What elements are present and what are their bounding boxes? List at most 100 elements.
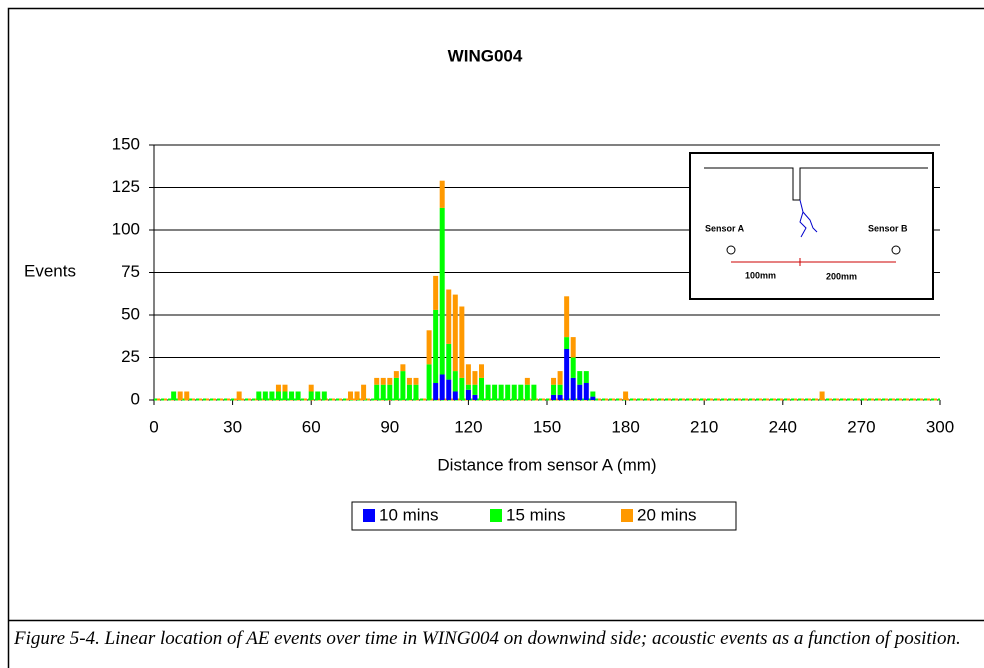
bar-segment — [393, 371, 399, 378]
inset-frame — [689, 152, 934, 300]
x-tick-label: 270 — [847, 417, 875, 436]
legend-swatch — [490, 509, 502, 522]
bar-segment — [282, 384, 288, 392]
bar-segment — [256, 391, 262, 400]
inset-label: Sensor A — [705, 223, 745, 233]
bar-segment — [465, 384, 471, 390]
bar-segment — [321, 391, 327, 400]
x-tick-label: 210 — [690, 417, 718, 436]
bar-segment — [570, 377, 576, 400]
bar-segment — [387, 377, 393, 385]
bar-segment — [439, 207, 445, 375]
legend-label: 15 mins — [506, 505, 566, 524]
x-tick-label: 90 — [380, 417, 399, 436]
bar-segment — [557, 384, 563, 395]
bar-segment — [400, 371, 406, 400]
legend-label: 10 mins — [379, 505, 439, 524]
bar-segment — [413, 377, 419, 385]
x-tick-label: 150 — [533, 417, 561, 436]
y-tick-label: 150 — [112, 134, 140, 153]
bar-segment — [308, 391, 314, 400]
bar-segment — [570, 337, 576, 358]
x-tick-label: 120 — [454, 417, 482, 436]
bar-segment — [262, 391, 268, 400]
bar-segment — [282, 391, 288, 400]
y-tick-label: 25 — [121, 347, 140, 366]
bar-segment — [511, 384, 517, 400]
bar-segment — [577, 371, 583, 385]
legend-swatch — [363, 509, 375, 522]
sensor-a-marker — [726, 245, 736, 255]
inset-crack — [799, 199, 818, 238]
bar-segment — [492, 384, 498, 400]
bar-segment — [583, 371, 589, 383]
bar-segment — [498, 384, 504, 400]
bar-segment — [348, 391, 353, 400]
bar-segment — [446, 379, 452, 400]
bar-segment — [413, 384, 419, 400]
y-tick-label: 50 — [121, 304, 140, 323]
bar-segment — [177, 391, 183, 400]
x-tick-label: 30 — [223, 417, 242, 436]
bar-segment — [452, 371, 458, 392]
inset-label: 100mm — [745, 270, 776, 280]
x-tick-label: 0 — [149, 417, 158, 436]
y-tick-label: 125 — [112, 177, 140, 196]
bar-segment — [590, 396, 596, 400]
bar-segment — [459, 377, 465, 400]
bar-segment — [433, 383, 439, 400]
bar-segment — [269, 391, 275, 400]
bar-segment — [564, 296, 570, 338]
bar-segment — [551, 394, 557, 400]
legend: 10 mins 15 mins 20 mins — [363, 505, 697, 524]
bar-segment — [308, 384, 314, 392]
bar-segment — [564, 349, 570, 400]
x-tick-label: 60 — [302, 417, 321, 436]
bar-segment — [557, 394, 563, 400]
bar-segment — [433, 275, 439, 310]
y-tick-label: 75 — [121, 262, 140, 281]
bar-segment — [465, 364, 471, 385]
figure-border — [7, 7, 984, 668]
bar-segment — [623, 391, 629, 400]
inset-beam — [704, 167, 928, 201]
inset-label: 200mm — [826, 271, 857, 281]
bar-segment — [354, 391, 360, 400]
x-tick-label: 240 — [769, 417, 797, 436]
bar-segment — [518, 384, 524, 400]
plot-area: 0 25 50 75 100 125 150 0 30 60 90 120 150 180 210 240 27… — [112, 134, 955, 436]
chart-title: WING004 — [448, 46, 523, 65]
bar-segment — [374, 384, 380, 400]
bar-segment — [426, 364, 432, 400]
x-tick-label: 300 — [926, 417, 954, 436]
bar-segment — [452, 391, 458, 400]
bar-segment — [439, 374, 445, 400]
bar-segment — [577, 384, 583, 400]
y-axis-title: Events — [24, 261, 76, 280]
bar-segment — [406, 377, 412, 385]
bar-segment — [400, 364, 406, 372]
bar-segment — [479, 364, 484, 378]
bar-segment — [551, 377, 557, 385]
bar-segment — [446, 343, 452, 380]
bar-segment — [551, 384, 557, 395]
bar-segment — [295, 391, 301, 400]
bar-segment — [452, 294, 458, 372]
bar-segment — [361, 384, 367, 400]
bar-segment — [171, 391, 177, 400]
legend-label: 20 mins — [637, 505, 697, 524]
bar-segment — [426, 330, 432, 365]
x-axis-title: Distance from sensor A (mm) — [437, 455, 656, 474]
bar-segment — [479, 377, 484, 400]
bar-segment — [446, 289, 452, 344]
bar-segment — [433, 309, 439, 383]
bar-segment — [564, 337, 570, 349]
bar-segment — [406, 384, 412, 400]
figure-caption: Figure 5-4. Linear location of AE events… — [14, 628, 961, 649]
y-tick-label: 0 — [131, 389, 140, 408]
bar-segment — [393, 377, 399, 400]
bar-segment — [374, 377, 380, 385]
bar-segment — [387, 384, 393, 400]
bar-segment — [505, 384, 511, 400]
bar-segment — [275, 391, 281, 400]
